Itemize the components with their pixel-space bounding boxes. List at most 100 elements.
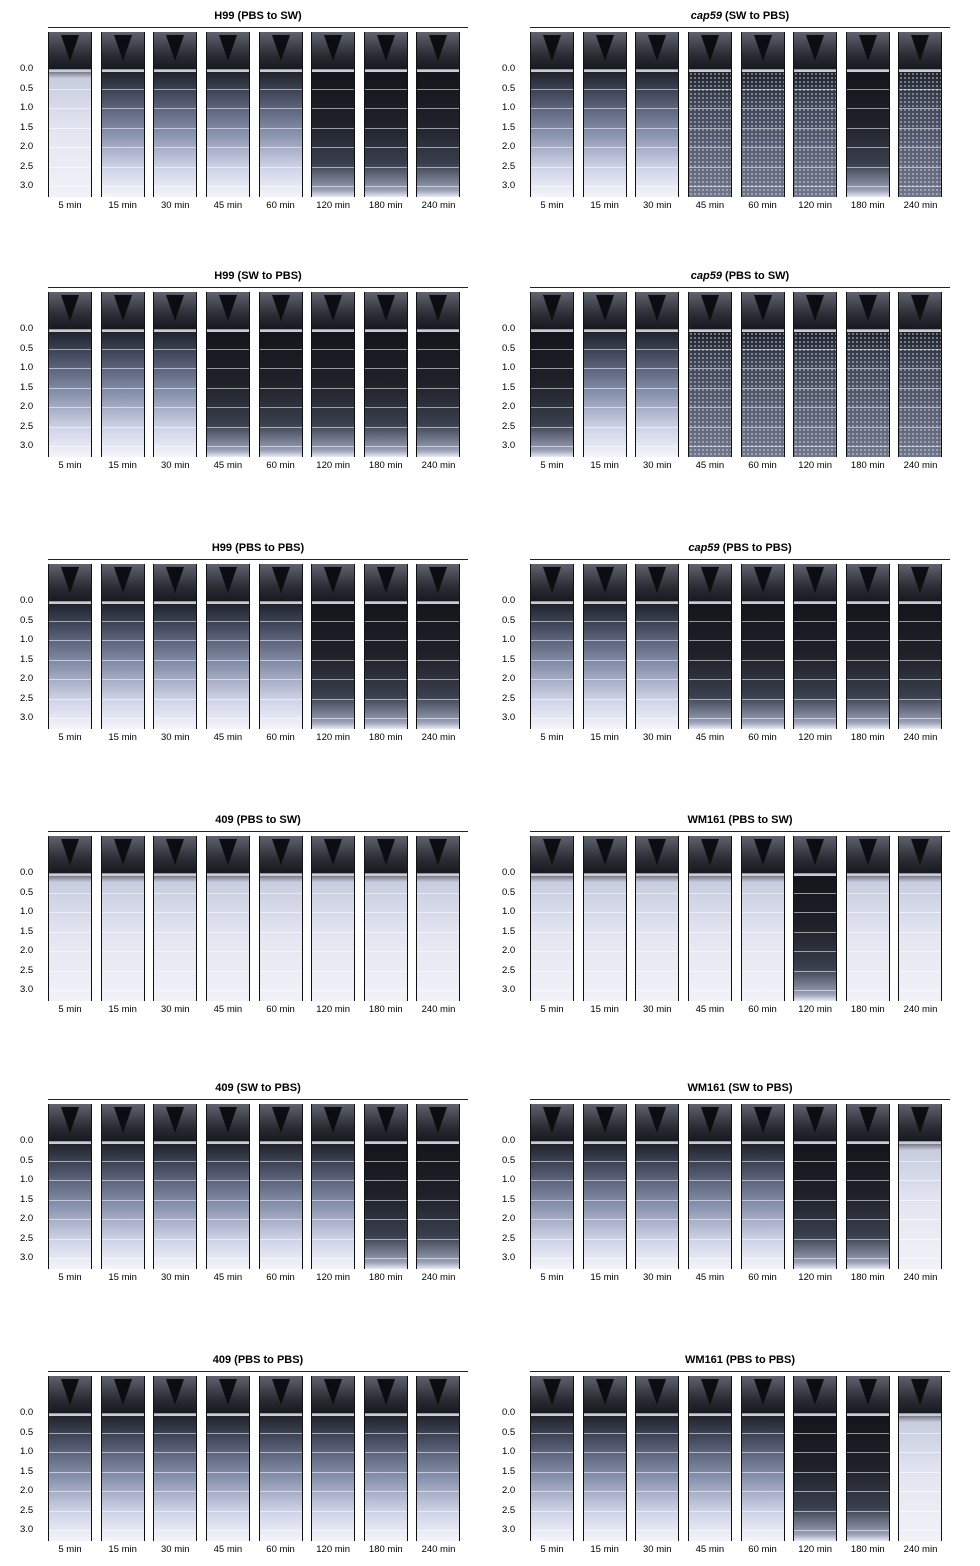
scale-gridline bbox=[899, 698, 942, 700]
cuvette-photo bbox=[635, 1376, 680, 1541]
scale-gridline bbox=[846, 640, 889, 641]
time-label: 5 min bbox=[540, 1004, 564, 1015]
time-label: 180 min bbox=[850, 200, 885, 211]
scale-gridline bbox=[154, 873, 197, 874]
scale-gridline bbox=[259, 679, 302, 680]
cuvette-cap bbox=[846, 292, 889, 330]
scale-gridline bbox=[101, 1471, 144, 1473]
cuvette-photo bbox=[416, 564, 461, 729]
time-label: 45 min bbox=[213, 1004, 243, 1015]
scale-gridline bbox=[636, 698, 679, 700]
meniscus-line bbox=[364, 1142, 407, 1144]
time-label: 240 min bbox=[421, 1004, 456, 1015]
scale-gridline bbox=[417, 127, 460, 129]
meniscus-line bbox=[794, 70, 837, 72]
scale-gridline bbox=[154, 108, 197, 109]
scale-gridline bbox=[206, 1180, 249, 1181]
cuvette-photo bbox=[582, 1104, 627, 1269]
scale-gridline bbox=[741, 368, 784, 369]
scale-gridline bbox=[364, 1452, 407, 1453]
scale-gridline bbox=[206, 108, 249, 109]
scale-gridline bbox=[49, 348, 91, 350]
scale-gridline bbox=[846, 1530, 889, 1531]
scale-tick-label: 2.0 bbox=[502, 673, 516, 684]
meniscus-line bbox=[846, 70, 889, 72]
scale-gridline bbox=[312, 1258, 355, 1259]
scale-gridline bbox=[636, 1160, 679, 1162]
scale-gridline bbox=[417, 348, 460, 350]
cuvette-cap bbox=[417, 32, 460, 70]
meniscus-line bbox=[583, 1414, 626, 1416]
scale-gridline bbox=[154, 990, 197, 991]
scale-gridline bbox=[49, 1432, 91, 1434]
cuvette-cap bbox=[583, 1104, 626, 1142]
scale-gridline bbox=[206, 912, 249, 913]
scale-tick-label: 1.5 bbox=[502, 381, 516, 393]
scale-gridline bbox=[206, 659, 249, 661]
meniscus-line bbox=[846, 1414, 889, 1416]
cuvette-photo bbox=[153, 32, 198, 197]
scale-gridline bbox=[49, 426, 91, 428]
scale-tick-label: 0.5 bbox=[502, 342, 516, 354]
cuvette-photo bbox=[845, 564, 890, 729]
time-label: 120 min bbox=[798, 460, 833, 471]
time-labels: 5 min 15 min 30 min 45 min 60 min 120 min 180 … bbox=[48, 201, 468, 213]
meniscus-line bbox=[259, 1414, 302, 1416]
scale-gridline bbox=[846, 1160, 889, 1162]
scale-gridline bbox=[49, 1199, 91, 1201]
title-rule bbox=[48, 1371, 468, 1372]
cuvette-photo bbox=[687, 836, 732, 1001]
cuvette-photo bbox=[48, 836, 92, 1001]
scale-gridline bbox=[312, 679, 355, 680]
tube-panel: WM161 (PBS to PBS) 0.0 0.5 1.0 1.5 2.0 2.5 3.0 5… bbox=[502, 1352, 950, 1555]
cuvette-photo bbox=[793, 564, 838, 729]
scale-gridline bbox=[688, 601, 731, 602]
scale-gridline bbox=[531, 1258, 573, 1259]
scale-gridline bbox=[899, 1141, 942, 1142]
time-label: 45 min bbox=[213, 732, 243, 743]
meniscus-line bbox=[206, 70, 249, 72]
scale-gridline bbox=[259, 718, 302, 719]
cuvette-cap bbox=[312, 1104, 355, 1142]
scale-gridline bbox=[417, 698, 460, 700]
scale-gridline bbox=[741, 1258, 784, 1259]
scale-tick-label: 3.0 bbox=[20, 440, 34, 451]
tube-panel: cap59 (PBS to PBS) 0.0 0.5 1.0 1.5 2.0 2.5 3.0 5… bbox=[502, 540, 950, 743]
scale-gridline bbox=[899, 186, 942, 187]
scale-gridline bbox=[364, 1491, 407, 1492]
time-label: 5 min bbox=[540, 200, 564, 211]
scale-gridline bbox=[583, 1160, 626, 1162]
scale-gridline bbox=[259, 186, 302, 187]
strain-name: 409 bbox=[212, 1354, 232, 1366]
time-label: 45 min bbox=[695, 460, 725, 471]
cuvette-photo bbox=[153, 564, 198, 729]
scale-gridline bbox=[101, 912, 144, 913]
scale-gridline bbox=[206, 368, 249, 369]
scale-gridline bbox=[154, 387, 197, 389]
scale-gridline bbox=[583, 912, 626, 913]
scale-tick-label: 0.0 bbox=[20, 1407, 34, 1418]
scale-gridline bbox=[899, 1413, 942, 1414]
scale-gridline bbox=[49, 1238, 91, 1240]
scale-gridline bbox=[259, 1510, 302, 1512]
title-rule bbox=[530, 559, 950, 560]
scale-gridline bbox=[312, 1413, 355, 1414]
scale-gridline bbox=[688, 446, 731, 447]
meniscus-line bbox=[688, 330, 731, 332]
scale-gridline bbox=[417, 718, 460, 719]
scale-gridline bbox=[101, 69, 144, 70]
scale-gridline bbox=[794, 329, 837, 330]
scale-gridline bbox=[741, 329, 784, 330]
tube-row bbox=[48, 32, 468, 197]
cuvette-photo bbox=[205, 32, 250, 197]
scale-gridline bbox=[846, 1141, 889, 1142]
time-label: 60 min bbox=[748, 200, 777, 211]
scale-gridline bbox=[688, 69, 731, 70]
scale-tick-label: 1.0 bbox=[20, 634, 34, 645]
cuvette-photo bbox=[153, 292, 198, 457]
cuvette-photo bbox=[793, 32, 838, 197]
scale-gridline bbox=[636, 407, 679, 408]
cuvette-cap bbox=[531, 564, 573, 602]
scale-gridline bbox=[636, 970, 679, 972]
meniscus-line bbox=[846, 330, 889, 332]
